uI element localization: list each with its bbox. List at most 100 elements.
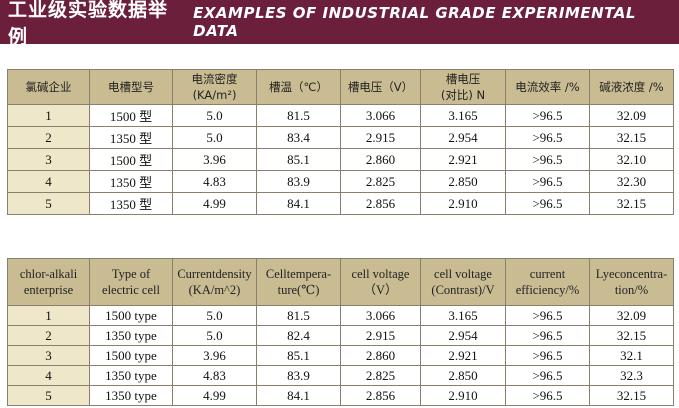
enterprise-index-cell: 1 bbox=[7, 104, 90, 127]
title-english: EXAMPLES OF INDUSTRIAL GRADE EXPERIMENTA… bbox=[193, 4, 636, 40]
experiment-table-chinese: 氯碱企业 电槽型号 电流密度 (KA/m²) 槽温（℃） 槽电压（V） 槽电压 (对… bbox=[7, 69, 674, 215]
table-row: 1 1500 type 5.0 81.5 3.066 3.165 >96.5 32.09 bbox=[7, 305, 674, 326]
table-cell: 2.850 bbox=[420, 365, 506, 386]
table-cell: 1350 型 bbox=[89, 126, 173, 149]
table-cell: >96.5 bbox=[505, 325, 590, 346]
table-cell: >96.5 bbox=[505, 192, 590, 215]
table-cell: 32.1 bbox=[589, 345, 674, 366]
table-cell: 32.10 bbox=[589, 148, 674, 171]
table-cell: >96.5 bbox=[505, 104, 590, 127]
table-cell: 1500 type bbox=[89, 345, 173, 366]
table-cell: 1350 type bbox=[89, 385, 173, 406]
table-cell: 82.4 bbox=[256, 325, 341, 346]
enterprise-index-cell: 1 bbox=[7, 305, 90, 326]
table-row: 4 1350 型 4.83 83.9 2.825 2.850 >96.5 32.30 bbox=[7, 170, 674, 193]
table-row: 4 1350 type 4.83 83.9 2.825 2.850 >96.5 32.3 bbox=[7, 365, 674, 386]
table-cell: 2.954 bbox=[420, 126, 506, 149]
enterprise-index-cell: 3 bbox=[7, 345, 90, 366]
table-cell: 84.1 bbox=[256, 385, 341, 406]
table-cell: >96.5 bbox=[505, 385, 590, 406]
header-cell: Currentdensity (KA/m^2) bbox=[172, 258, 257, 306]
table-cell: 3.96 bbox=[172, 148, 257, 171]
table-cell: 2.825 bbox=[340, 170, 421, 193]
table-cell: 2.860 bbox=[340, 148, 421, 171]
table-row: 5 1350 型 4.99 84.1 2.856 2.910 >96.5 32.15 bbox=[7, 192, 674, 215]
table-cell: 32.15 bbox=[589, 192, 674, 215]
table-cell: 32.15 bbox=[589, 385, 674, 406]
table-cell: 5.0 bbox=[172, 126, 257, 149]
table-cell: 32.15 bbox=[589, 325, 674, 346]
table-cell: >96.5 bbox=[505, 170, 590, 193]
title-chinese: 工业级实验数据举例 bbox=[8, 0, 169, 48]
table-row: 5 1350 type 4.99 84.1 2.856 2.910 >96.5 32.15 bbox=[7, 385, 674, 406]
table-cell: 32.09 bbox=[589, 305, 674, 326]
table-cell: 3.066 bbox=[340, 104, 421, 127]
table-row: 3 1500 type 3.96 85.1 2.860 2.921 >96.5 32.1 bbox=[7, 345, 674, 366]
header-cell: 槽电压 (对比) N bbox=[420, 69, 506, 105]
table-cell: 3.165 bbox=[420, 305, 506, 326]
page-header: 工业级实验数据举例 EXAMPLES OF INDUSTRIAL GRADE E… bbox=[0, 0, 679, 48]
table-header-row: chlor-alkali enterprise Type of electric c… bbox=[7, 258, 674, 306]
table-cell: 2.856 bbox=[340, 192, 421, 215]
experiment-table-english: chlor-alkali enterprise Type of electric c… bbox=[7, 258, 674, 406]
table-cell: 2.856 bbox=[340, 385, 421, 406]
enterprise-index-cell: 5 bbox=[7, 385, 90, 406]
enterprise-index-cell: 5 bbox=[7, 192, 90, 215]
table-cell: 1350 type bbox=[89, 365, 173, 386]
enterprise-index-cell: 2 bbox=[7, 126, 90, 149]
table-cell: 3.96 bbox=[172, 345, 257, 366]
table-cell: 1500 型 bbox=[89, 104, 173, 127]
table-cell: 2.915 bbox=[340, 325, 421, 346]
table-cell: 2.910 bbox=[420, 385, 506, 406]
table-cell: 3.165 bbox=[420, 104, 506, 127]
table-cell: 32.30 bbox=[589, 170, 674, 193]
header-cell: 氯碱企业 bbox=[7, 69, 90, 105]
table-cell: 2.825 bbox=[340, 365, 421, 386]
table-cell: 2.910 bbox=[420, 192, 506, 215]
header-cell: 电流效率 /% bbox=[505, 69, 590, 105]
table-cell: 4.99 bbox=[172, 385, 257, 406]
header-cell: Lyeconcentra-tion/% bbox=[589, 258, 674, 306]
table-cell: 81.5 bbox=[256, 305, 341, 326]
table-cell: 1350 type bbox=[89, 325, 173, 346]
header-cell: 电流密度 (KA/m²) bbox=[172, 69, 257, 105]
header-cell: current efficiency/% bbox=[505, 258, 590, 306]
table-cell: 5.0 bbox=[172, 305, 257, 326]
header-cell: Celltempera-ture(℃) bbox=[256, 258, 341, 306]
header-cell: Type of electric cell bbox=[89, 258, 173, 306]
table-row: 2 1350 type 5.0 82.4 2.915 2.954 >96.5 32.15 bbox=[7, 325, 674, 346]
table-cell: 5.0 bbox=[172, 325, 257, 346]
header-cell: cell voltage (Contrast)/V bbox=[420, 258, 506, 306]
header-cell: chlor-alkali enterprise bbox=[7, 258, 90, 306]
table-cell: 83.9 bbox=[256, 170, 341, 193]
table-cell: 1350 型 bbox=[89, 170, 173, 193]
table-cell: >96.5 bbox=[505, 365, 590, 386]
table-cell: 2.954 bbox=[420, 325, 506, 346]
table-row: 1 1500 型 5.0 81.5 3.066 3.165 >96.5 32.09 bbox=[7, 104, 674, 127]
enterprise-index-cell: 3 bbox=[7, 148, 90, 171]
table-cell: 32.09 bbox=[589, 104, 674, 127]
table-cell: 2.921 bbox=[420, 345, 506, 366]
table-cell: 4.83 bbox=[172, 365, 257, 386]
table-row: 2 1350 型 5.0 83.4 2.915 2.954 >96.5 32.15 bbox=[7, 126, 674, 149]
table-cell: >96.5 bbox=[505, 305, 590, 326]
table-row: 3 1500 型 3.96 85.1 2.860 2.921 >96.5 32.10 bbox=[7, 148, 674, 171]
table-cell: 85.1 bbox=[256, 148, 341, 171]
header-cell: 槽电压（V） bbox=[340, 69, 421, 105]
table-cell: 81.5 bbox=[256, 104, 341, 127]
table-cell: >96.5 bbox=[505, 345, 590, 366]
table-cell: 3.066 bbox=[340, 305, 421, 326]
table-cell: 32.15 bbox=[589, 126, 674, 149]
table-cell: 83.4 bbox=[256, 126, 341, 149]
table-cell: >96.5 bbox=[505, 126, 590, 149]
table-cell: 85.1 bbox=[256, 345, 341, 366]
enterprise-index-cell: 2 bbox=[7, 325, 90, 346]
table-cell: 32.3 bbox=[589, 365, 674, 386]
table-header-row: 氯碱企业 电槽型号 电流密度 (KA/m²) 槽温（℃） 槽电压（V） 槽电压 (对… bbox=[7, 69, 674, 105]
table-cell: 1500 型 bbox=[89, 148, 173, 171]
enterprise-index-cell: 4 bbox=[7, 365, 90, 386]
table-cell: 2.850 bbox=[420, 170, 506, 193]
table-cell: 2.921 bbox=[420, 148, 506, 171]
table-cell: 1500 type bbox=[89, 305, 173, 326]
table-cell: >96.5 bbox=[505, 148, 590, 171]
